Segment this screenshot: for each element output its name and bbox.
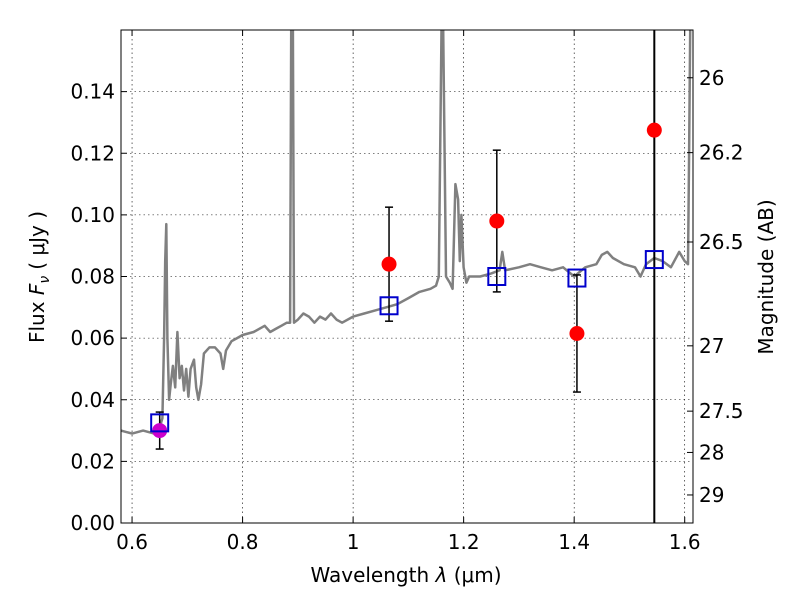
- model-box: [150, 413, 170, 433]
- observed-point: [569, 326, 585, 342]
- model-box: [487, 267, 507, 286]
- y2-tick-label: 26.5: [699, 230, 744, 254]
- x-tick-label: 0.8: [227, 530, 259, 554]
- observed-point: [489, 213, 505, 229]
- y-axis: 0.00 0.02 0.04 0.06 0.08 0.10 0.12 0.14: [70, 80, 127, 535]
- y2-tick-label: 29: [699, 483, 724, 507]
- x-tick-label: 1.6: [669, 530, 701, 554]
- x-tick-label: 1.2: [448, 530, 480, 554]
- y2-tick-label: 28: [699, 440, 724, 464]
- y2-tick-label: 27: [699, 334, 724, 358]
- x-tick-label: 0.6: [116, 530, 148, 554]
- model-boxes: [150, 250, 664, 433]
- x-axis: 0.6 0.8 1 1.2 1.4 1.6: [116, 30, 701, 554]
- x-axis-title: Wavelength λ (μm): [310, 563, 501, 587]
- y-axis-title-symbol: F: [25, 283, 49, 295]
- y-tick-label: 0.02: [70, 449, 115, 473]
- x-axis-title-text: Wavelength: [310, 563, 429, 587]
- y-tick-label: 0.08: [70, 265, 115, 289]
- y2-axis-title: Magnitude (AB): [754, 199, 778, 354]
- y-axis-title: Flux Fν ( μJy ): [25, 211, 53, 343]
- y-axis-title-subscript: ν: [37, 276, 53, 284]
- spectrum-line: [121, 30, 692, 435]
- model-box: [644, 250, 664, 270]
- y-axis-title-unit: ( μJy ): [25, 211, 49, 270]
- model-box: [379, 296, 399, 316]
- y-tick-label: 0.06: [70, 326, 115, 350]
- observed-point: [381, 256, 397, 272]
- x-axis-title-symbol: λ: [435, 563, 448, 587]
- error-bars: [155, 149, 581, 450]
- y-tick-label: 0.10: [70, 203, 115, 227]
- y-tick-label: 0.00: [70, 511, 115, 535]
- x-axis-title-unit: (μm): [454, 563, 502, 587]
- model-spectrum: [121, 30, 692, 435]
- x-tick-label: 1: [347, 530, 360, 554]
- grid: [121, 30, 693, 524]
- y-tick-label: 0.12: [70, 141, 115, 165]
- observed-point: [646, 122, 662, 138]
- y-tick-label: 0.04: [70, 388, 115, 412]
- y2-axis: 26 26.2 26.5 27 27.5 28 29: [687, 66, 744, 507]
- y-axis-title-text: Flux: [25, 301, 49, 343]
- y2-tick-label: 26.2: [699, 141, 744, 165]
- x-tick-label: 1.4: [558, 530, 590, 554]
- y-tick-label: 0.14: [70, 80, 115, 104]
- model-box: [567, 268, 587, 288]
- y2-tick-label: 27.5: [699, 399, 744, 423]
- y2-tick-label: 26: [699, 66, 724, 90]
